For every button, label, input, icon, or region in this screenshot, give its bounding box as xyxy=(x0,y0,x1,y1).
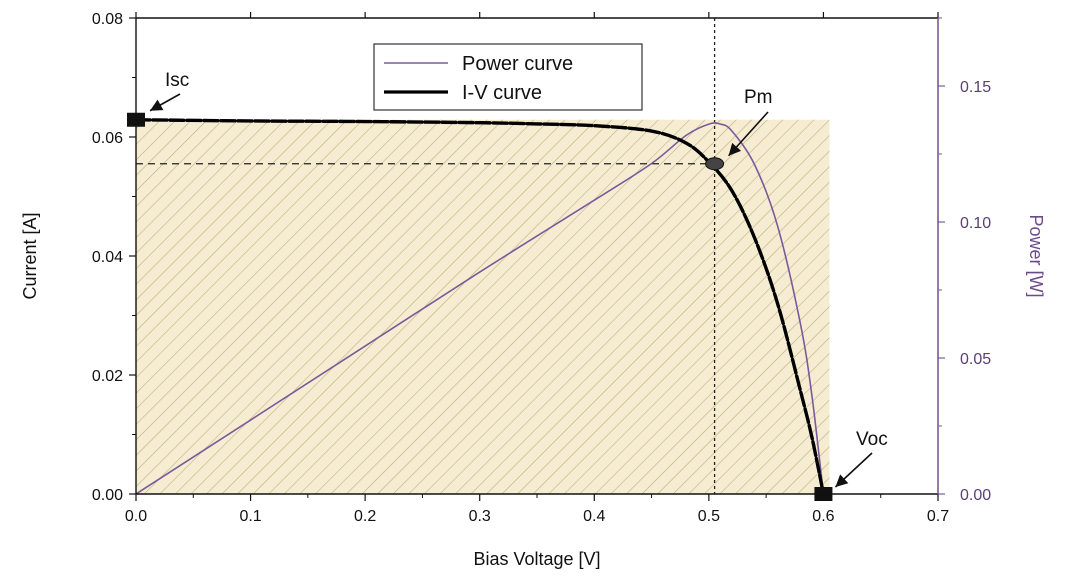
x-tick-label: 0.3 xyxy=(469,508,491,525)
x-tick-label: 0.0 xyxy=(125,508,147,525)
legend-label-power: Power curve xyxy=(462,53,573,75)
y-tick-label: 0.08 xyxy=(92,11,123,28)
y-tick-label: 0.02 xyxy=(92,368,123,385)
x-axis-title: Bias Voltage [V] xyxy=(473,549,600,569)
x-tick-label: 0.2 xyxy=(354,508,376,525)
x-tick-label: 0.4 xyxy=(583,508,605,525)
isc-label: Isc xyxy=(165,70,189,91)
x-tick-label: 0.5 xyxy=(698,508,720,525)
y-tick-label: 0.04 xyxy=(92,249,123,266)
y-tick-label: 0.06 xyxy=(92,130,123,147)
pm-arrow-head xyxy=(728,142,742,156)
pm-label: Pm xyxy=(744,87,773,108)
iv-curve-line xyxy=(136,118,826,494)
voc-label: Voc xyxy=(856,429,888,450)
legend: Power curve I-V curve xyxy=(373,43,643,111)
legend-box xyxy=(373,43,643,111)
hatch-area xyxy=(136,119,830,495)
power-curve-line xyxy=(136,122,825,494)
pm-marker xyxy=(705,157,725,171)
y2-tick-label: 0.15 xyxy=(960,79,991,96)
legend-label-iv: I-V curve xyxy=(462,82,542,104)
y2-tick-label: 0.05 xyxy=(960,351,991,368)
y-axis-title: Current [A] xyxy=(20,212,40,299)
x-tick-label: 0.6 xyxy=(812,508,834,525)
x-tick-label: 0.1 xyxy=(239,508,261,525)
y2-tick-label: 0.10 xyxy=(960,215,991,232)
y-tick-label: 0.00 xyxy=(92,487,123,504)
y2-axis-title: Power [W] xyxy=(1026,214,1046,297)
isc-arrow-head xyxy=(150,99,164,111)
y2-tick-label: 0.00 xyxy=(960,487,991,504)
voc-arrow-head xyxy=(835,474,849,487)
x-tick-label: 0.7 xyxy=(927,508,949,525)
